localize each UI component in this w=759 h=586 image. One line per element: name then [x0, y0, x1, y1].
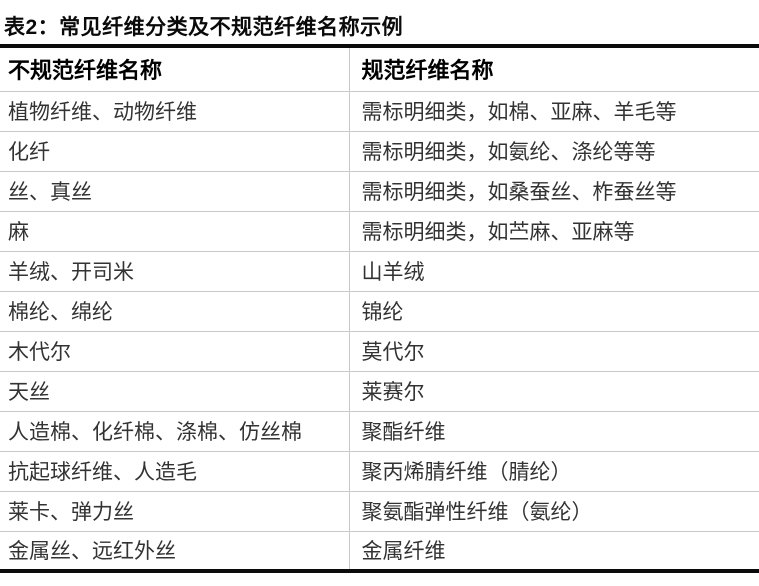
cell-standard-name: 聚酯纤维: [361, 421, 446, 444]
cell-standard-name: 聚氨酯弹性纤维（氨纶）: [361, 501, 593, 524]
table-row: 天丝 莱赛尔: [0, 371, 759, 411]
table-title: 表2：常见纤维分类及不规范纤维名称示例: [4, 16, 404, 39]
cell-standard-name: 锦纶: [361, 301, 404, 324]
table-row: 羊绒、开司米 山羊绒: [0, 251, 759, 291]
cell-standard-name: 山羊绒: [361, 261, 425, 284]
table-row: 植物纤维、动物纤维 需标明细类，如棉、亚麻、羊毛等: [0, 91, 759, 131]
cell-nonstandard-name: 人造棉、化纤棉、涤棉、仿丝棉: [0, 411, 350, 451]
header-row: 不规范纤维名称 规范纤维名称: [0, 46, 759, 91]
fiber-classification-table: 不规范纤维名称 规范纤维名称 植物纤维、动物纤维 需标明细类，如棉、亚麻、羊毛等…: [0, 44, 759, 573]
table-row: 莱卡、弹力丝 聚氨酯弹性纤维（氨纶）: [0, 491, 759, 531]
cell-nonstandard-name: 丝、真丝: [0, 171, 350, 211]
cell-nonstandard-name: 金属丝、远红外丝: [0, 531, 350, 571]
cell-nonstandard-name: 棉纶、绵纶: [0, 291, 350, 331]
table-row: 麻 需标明细类，如苎麻、亚麻等: [0, 211, 759, 251]
cell-nonstandard-name: 莱卡、弹力丝: [0, 491, 350, 531]
cell-standard-name: 金属纤维: [361, 540, 446, 564]
cell-nonstandard-name: 羊绒、开司米: [0, 251, 350, 291]
cell-standard-name: 需标明细类，如桑蚕丝、柞蚕丝等: [361, 181, 677, 204]
table-row: 棉纶、绵纶 锦纶: [0, 291, 759, 331]
cell-nonstandard-name: 麻: [0, 211, 350, 251]
cell-standard-name: 莫代尔: [361, 341, 425, 364]
cell-standard-name: 需标明细类，如氨纶、涤纶等等: [361, 141, 656, 164]
col-header-nonstandard: 不规范纤维名称: [0, 46, 350, 91]
cell-standard-name: 需标明细类，如棉、亚麻、羊毛等: [361, 101, 677, 124]
cell-nonstandard-name: 化纤: [0, 131, 350, 171]
table-row: 抗起球纤维、人造毛 聚丙烯腈纤维（腈纶）: [0, 451, 759, 491]
col-header-standard: 规范纤维名称: [361, 58, 494, 84]
cell-nonstandard-name: 植物纤维、动物纤维: [0, 91, 350, 131]
cell-standard-name: 需标明细类，如苎麻、亚麻等: [361, 221, 635, 244]
table-row: 木代尔 莫代尔: [0, 331, 759, 371]
table-row: 丝、真丝 需标明细类，如桑蚕丝、柞蚕丝等: [0, 171, 759, 211]
cell-standard-name: 聚丙烯腈纤维（腈纶）: [361, 461, 572, 484]
table-row: 金属丝、远红外丝 金属纤维: [0, 531, 759, 571]
cell-standard-name: 莱赛尔: [361, 381, 425, 404]
table-row: 人造棉、化纤棉、涤棉、仿丝棉 聚酯纤维: [0, 411, 759, 451]
cell-nonstandard-name: 木代尔: [0, 331, 350, 371]
cell-nonstandard-name: 天丝: [0, 371, 350, 411]
table-row: 化纤 需标明细类，如氨纶、涤纶等等: [0, 131, 759, 171]
cell-nonstandard-name: 抗起球纤维、人造毛: [0, 451, 350, 491]
